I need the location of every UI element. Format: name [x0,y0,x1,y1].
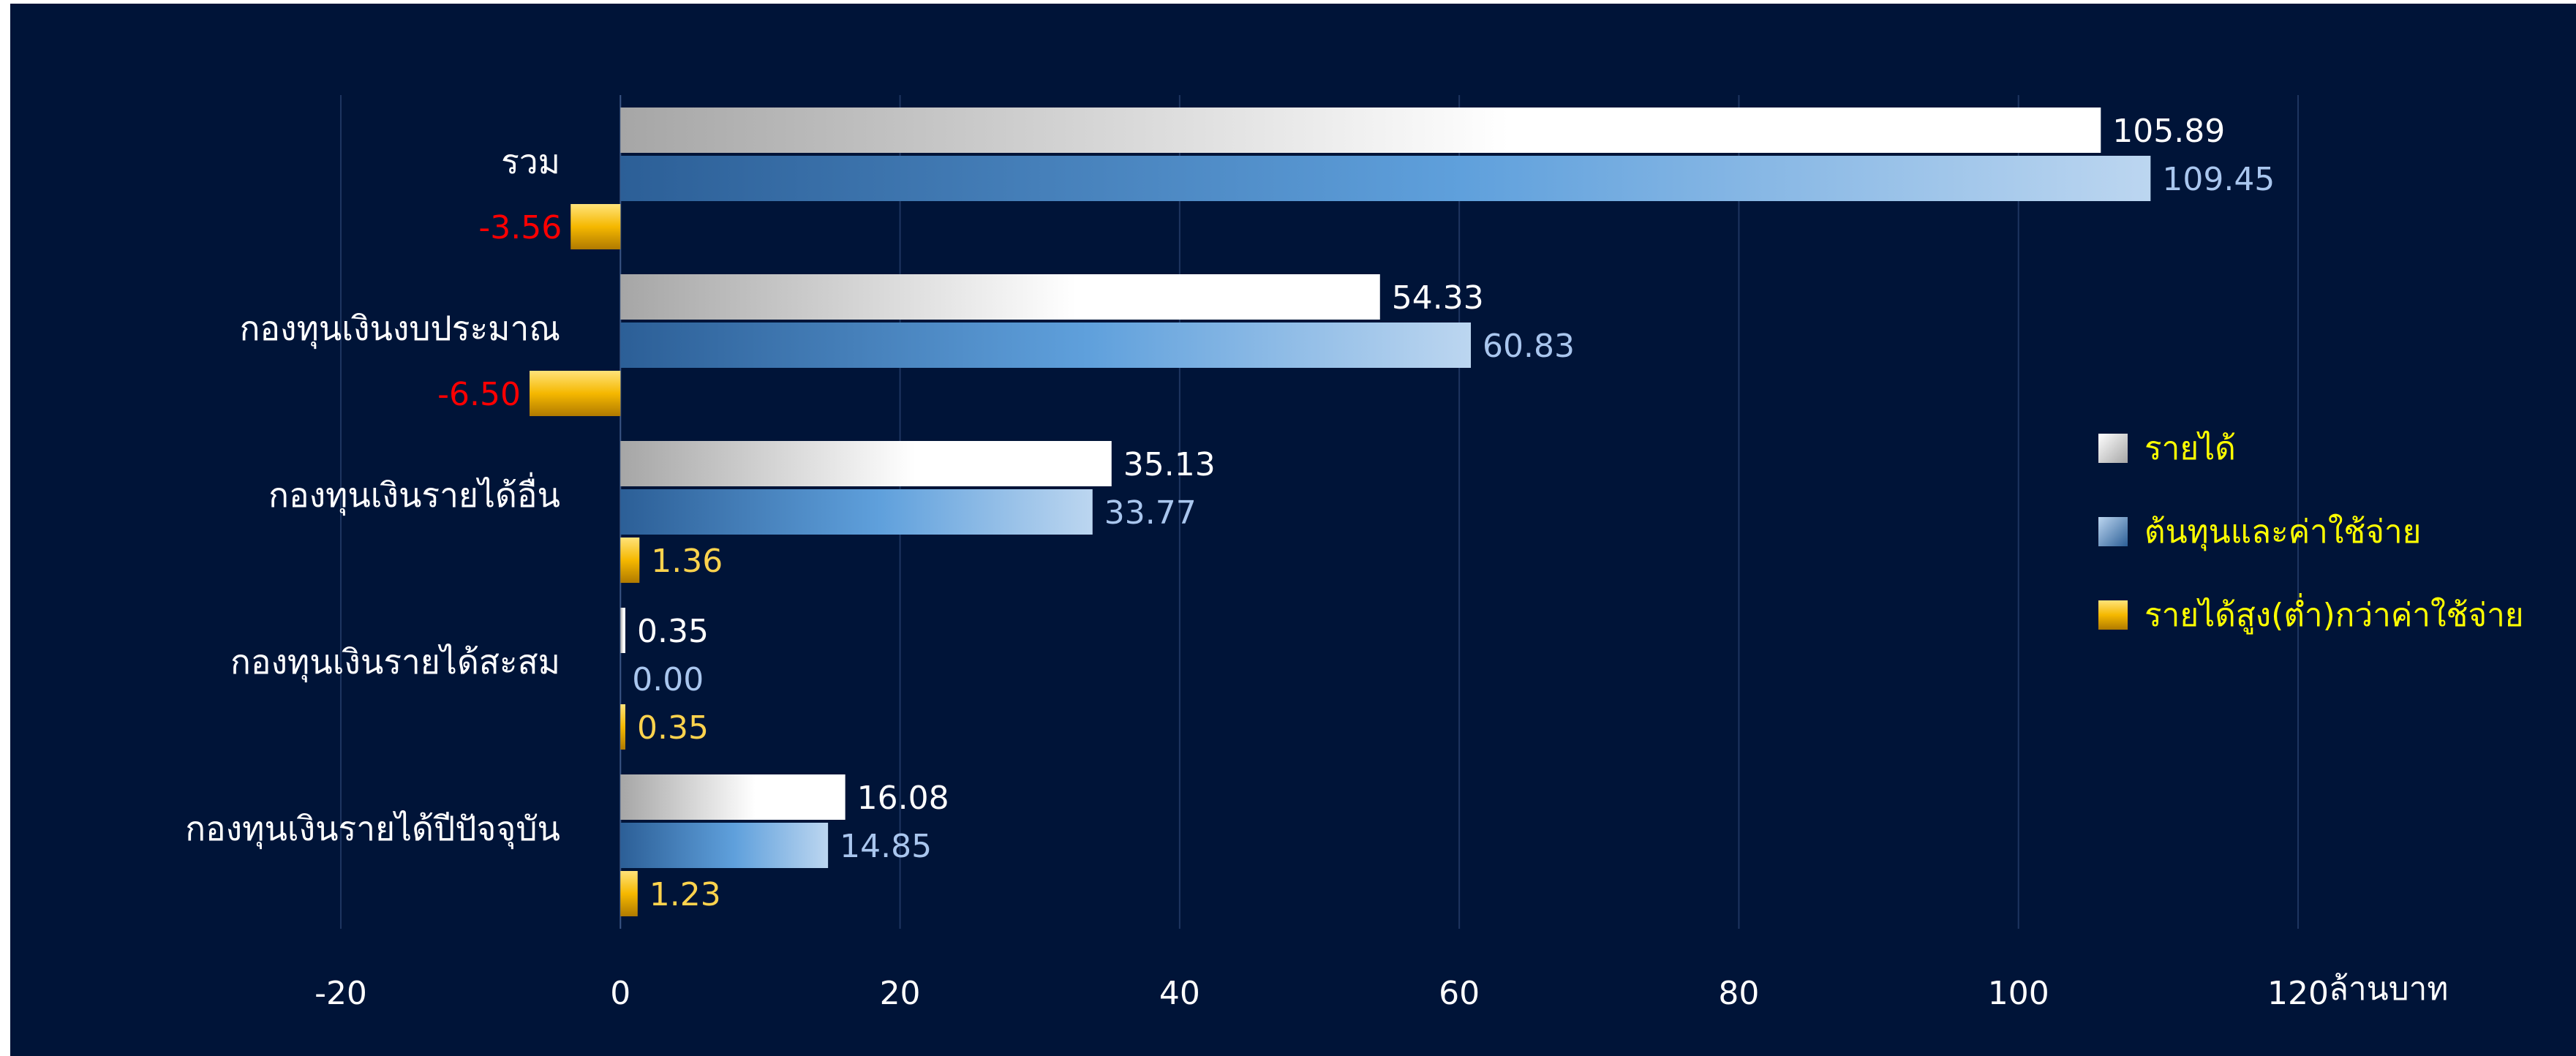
legend-label: ต้นทุนและค่าใช้จ่าย [2144,513,2421,551]
data-label: 105.89 [2112,113,2225,150]
data-label: 35.13 [1123,446,1216,483]
bar-difference [570,204,621,249]
data-label: -3.56 [478,209,562,246]
data-label: 60.83 [1483,328,1575,365]
chart-container: -20 0 20 40 60 80 100 120 ล้านบาท รวม 105.89 109.45… [10,4,2576,1056]
bar-income [620,774,846,820]
bar-cost [620,823,829,868]
data-label: 33.77 [1104,494,1197,532]
legend: รายได้ต้นทุนและค่าใช้จ่ายรายได้สูง(ต่ำ)ก… [2098,430,2524,635]
x-tick-label: 20 [880,975,921,1012]
x-tick-label: 40 [1159,975,1200,1012]
data-label: 0.35 [637,613,709,650]
bar-income [620,441,1112,486]
data-label: 54.33 [1392,279,1484,317]
legend-swatch [2098,434,2128,463]
legend-label: รายได้สูง(ต่ำ)กว่าค่าใช้จ่าย [2144,592,2524,635]
x-tick-label: 100 [1988,975,2049,1012]
bar-chart: -20 0 20 40 60 80 100 120 ล้านบาท รวม 105.89 109.45… [185,95,2524,1012]
bar-income [620,108,2101,153]
legend-swatch [2098,517,2128,546]
x-tick-label: 60 [1439,975,1480,1012]
data-label: 14.85 [840,828,932,865]
data-label: 0.00 [632,661,704,698]
data-label: 1.23 [649,876,721,913]
bar-difference [620,704,625,750]
data-label: 1.36 [651,543,723,580]
x-tick-label: 0 [610,975,630,1012]
category-label: กองทุนเงินรายได้อื่น [268,472,560,516]
bar-difference [530,371,621,416]
bars [530,108,2151,916]
bar-difference [620,871,638,916]
bar-income [620,608,625,653]
bar-cost [620,323,1472,368]
x-tick-label: -20 [315,975,367,1012]
bar-cost [620,489,1093,535]
x-axis-label: ล้านบาท [2329,970,2448,1008]
x-tick-label: 120 [2267,975,2329,1012]
category-label: กองทุนเงินรายได้ปีปัจจุบัน [185,809,560,850]
legend-swatch [2098,600,2128,630]
labels: -20 0 20 40 60 80 100 120 ล้านบาท รวม 105.89 109.45… [185,113,2448,1012]
bar-difference [620,538,640,583]
data-label: 0.35 [637,709,709,747]
bar-income [620,274,1380,320]
data-label: -6.50 [437,376,521,413]
category-label: รวม [501,142,560,181]
x-tick-label: 80 [1718,975,1759,1012]
bar-cost [620,156,2151,201]
category-label: กองทุนเงินรายได้สะสม [230,642,560,683]
data-label: 109.45 [2162,161,2275,198]
legend-label: รายได้ [2144,430,2236,467]
category-label: กองทุนเงินงบประมาณ [240,309,560,350]
data-label: 16.08 [857,780,949,817]
